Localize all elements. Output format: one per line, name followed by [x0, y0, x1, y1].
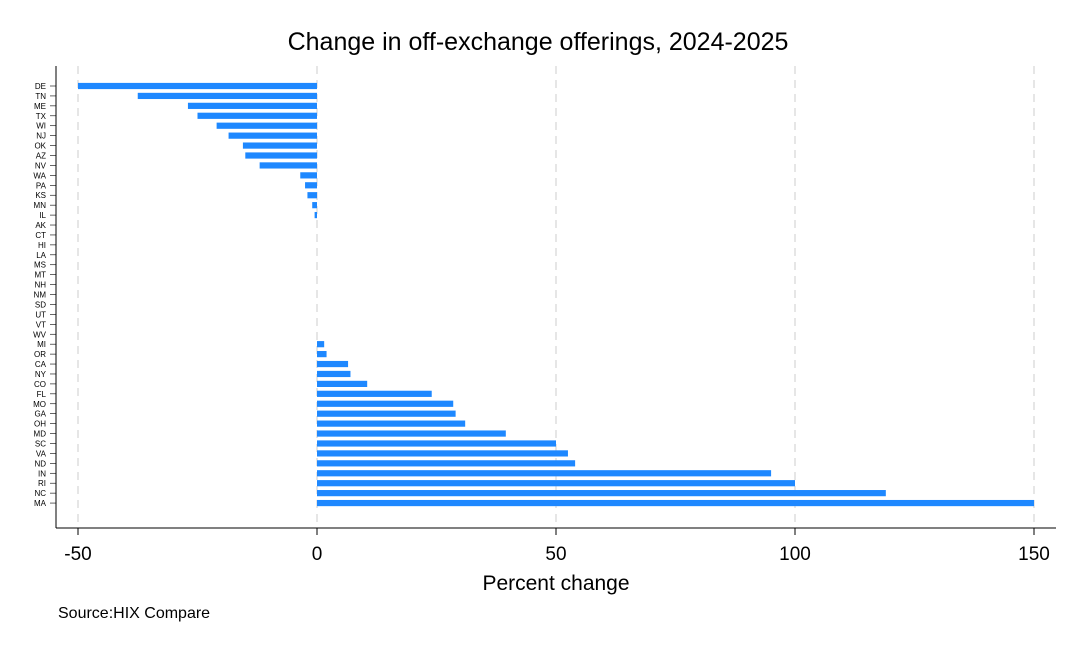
y-tick-label: MN	[34, 201, 47, 210]
bar-ks	[307, 192, 317, 199]
y-tick-label: MT	[34, 271, 46, 280]
bar-mn	[312, 202, 317, 209]
y-tick-label: MI	[37, 340, 46, 349]
bars	[78, 82, 1034, 507]
y-tick-label: SC	[35, 439, 46, 448]
y-tick-label: PA	[36, 181, 47, 190]
bar-oh	[317, 420, 466, 427]
bar-sc	[317, 440, 556, 447]
x-tick-label: -50	[64, 544, 91, 565]
bar-tn	[137, 92, 317, 100]
source-note: Source:HIX Compare	[58, 605, 210, 622]
x-tick-label: 150	[1018, 544, 1050, 565]
y-tick-label: IN	[38, 469, 46, 478]
chart-title: Change in off-exchange offerings, 2024-2…	[288, 28, 789, 56]
x-tick-label: 100	[779, 544, 811, 565]
y-tick-label: WA	[33, 171, 46, 180]
x-tick-labels: -50 0 50 100 150	[64, 528, 1050, 565]
y-tick-label: TN	[35, 92, 46, 101]
y-tick-label: MA	[34, 499, 47, 508]
bar-pa	[305, 182, 317, 189]
bar-me	[187, 102, 317, 109]
y-tick-label: NC	[34, 489, 46, 498]
bar-ca	[317, 360, 349, 368]
y-tick-label: AK	[35, 221, 46, 230]
y-tick-label: KS	[35, 191, 46, 200]
bar-il	[314, 211, 317, 219]
y-tick-label: SD	[35, 300, 46, 309]
grid-lines	[77, 66, 1035, 528]
y-tick-label: NH	[34, 281, 46, 290]
y-tick-label: LA	[36, 251, 46, 260]
y-tick-label: GA	[34, 410, 46, 419]
y-tick-label: NJ	[36, 132, 46, 141]
y-tick-label: FL	[37, 390, 47, 399]
bar-va	[317, 450, 568, 457]
y-tick-label: HI	[38, 241, 46, 250]
y-tick-label: OR	[34, 350, 46, 359]
y-tick-label: MS	[34, 261, 46, 270]
bar-in	[317, 470, 772, 477]
bar-nc	[317, 490, 886, 497]
bar-ri	[317, 480, 795, 487]
y-tick-label: OH	[34, 420, 46, 429]
y-tick-label: NM	[34, 291, 47, 300]
bar-nv	[259, 162, 317, 169]
bar-md	[317, 430, 506, 437]
bar-ok	[242, 142, 317, 149]
y-tick-label: IL	[39, 211, 46, 220]
y-tick-label: OK	[34, 142, 46, 151]
y-tick-label: NV	[35, 161, 47, 170]
y-tick-label: MO	[33, 400, 46, 409]
x-axis-label: Percent change	[482, 572, 629, 595]
bar-tx	[197, 112, 317, 119]
y-tick-label: ME	[34, 102, 46, 111]
bar-ga	[317, 410, 456, 417]
x-tick-label: 50	[545, 544, 566, 565]
y-tick-label: MD	[34, 430, 47, 439]
bar-co	[317, 380, 368, 387]
y-tick-label: VT	[36, 320, 46, 329]
y-tick-label: CT	[35, 231, 46, 240]
bar-ny	[317, 370, 351, 378]
y-tick-label: UT	[35, 310, 46, 319]
y-tick-label: VA	[36, 449, 47, 458]
bar-nj	[228, 132, 317, 139]
bar-mo	[317, 400, 454, 407]
bar-mi	[317, 341, 325, 348]
x-tick-label: 0	[312, 544, 323, 565]
y-tick-labels: DETNMETXWINJOKAZNVWAPAKSMNILAKCTHILAMSMT…	[33, 82, 56, 508]
y-tick-label: AZ	[36, 152, 46, 161]
y-tick-label: CO	[34, 380, 46, 389]
bar-nd	[317, 460, 576, 467]
y-tick-label: WI	[36, 122, 46, 131]
y-tick-label: TX	[36, 112, 47, 121]
y-tick-label: ND	[34, 459, 46, 468]
y-tick-label: WV	[33, 330, 47, 339]
bar-az	[245, 152, 317, 159]
y-tick-label: RI	[38, 479, 46, 488]
bar-or	[317, 351, 327, 358]
y-tick-label: CA	[35, 360, 47, 369]
bar-de	[78, 82, 317, 90]
bar-wa	[300, 172, 317, 179]
bar-fl	[317, 390, 432, 397]
bar-ma	[317, 499, 1034, 507]
y-tick-label: NY	[35, 370, 47, 379]
bar-wi	[216, 122, 317, 129]
y-tick-label: DE	[35, 82, 46, 91]
